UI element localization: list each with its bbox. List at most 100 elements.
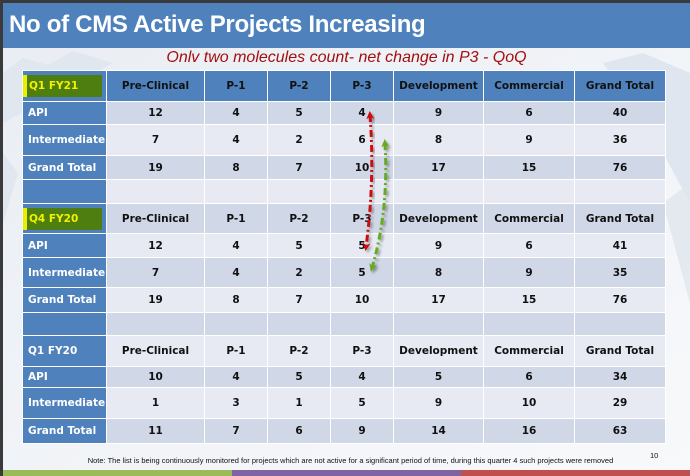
cell: 6: [267, 418, 331, 444]
cell: 7: [106, 124, 205, 156]
cell: 15: [483, 287, 575, 313]
row-label: Grand Total: [22, 287, 107, 313]
row-label: Grand Total: [22, 418, 107, 444]
cell: 12: [106, 101, 205, 125]
cell: 9: [393, 101, 484, 125]
cell: 15: [483, 155, 575, 180]
cell: 9: [483, 124, 575, 156]
cell: 10: [330, 287, 394, 313]
column-header: Pre-Clinical: [106, 70, 205, 102]
footnote: Note: The list is being continuously mon…: [87, 456, 614, 465]
cell: 5: [267, 101, 331, 125]
cell: 16: [483, 418, 575, 444]
column-header: P-1: [204, 70, 268, 102]
table-row: API 12 4 5 4 9 6 40: [22, 101, 666, 125]
table-header-row: Q1 FY21 Pre-Clinical P-1 P-2 P-3 Develop…: [22, 70, 666, 102]
cell: 1: [106, 387, 205, 419]
column-header: P-1: [204, 335, 268, 367]
cell: 5: [330, 233, 394, 258]
cell: 7: [204, 418, 268, 444]
cell: 36: [574, 124, 666, 156]
row-label: API: [22, 233, 107, 258]
table-row-total: Grand Total 11 7 6 9 14 16 63: [22, 418, 666, 444]
column-header: P-1: [204, 203, 268, 234]
page-number: 10: [650, 451, 659, 460]
cell: 6: [330, 124, 394, 156]
column-header: Grand Total: [574, 70, 666, 102]
row-label: Intermediate: [22, 124, 107, 156]
title-bar: No of CMS Active Projects Increasing: [3, 3, 690, 48]
cell: 5: [330, 387, 394, 419]
column-header: P-2: [267, 203, 331, 234]
column-header: Commercial: [483, 70, 575, 102]
row-label: API: [22, 101, 107, 125]
cell: 7: [106, 257, 205, 288]
footer-segment-green: [3, 470, 232, 476]
cell: 5: [267, 366, 331, 388]
period-label: Q4 FY20: [22, 203, 107, 234]
footer-segment-red: [461, 470, 690, 476]
cell: 7: [267, 287, 331, 313]
cell: 4: [204, 366, 268, 388]
cell: 4: [330, 101, 394, 125]
cell: 63: [574, 418, 666, 444]
cell: 7: [267, 155, 331, 180]
column-header: Development: [393, 335, 484, 367]
cell: 10: [483, 387, 575, 419]
cell: 14: [393, 418, 484, 444]
cell: 12: [106, 233, 205, 258]
cell: 76: [574, 287, 666, 313]
column-header: P-2: [267, 335, 331, 367]
cell: 6: [483, 101, 575, 125]
cell: 17: [393, 155, 484, 180]
cell: 6: [483, 366, 575, 388]
cell: 9: [483, 257, 575, 288]
cell: 5: [393, 366, 484, 388]
cell: 8: [393, 124, 484, 156]
column-header: Commercial: [483, 335, 575, 367]
cell: 76: [574, 155, 666, 180]
table-header-row: Q1 FY20 Pre-Clinical P-1 P-2 P-3 Develop…: [22, 335, 666, 367]
column-header: Grand Total: [574, 203, 666, 234]
cell: 19: [106, 155, 205, 180]
cell: 8: [204, 155, 268, 180]
cell: 6: [483, 233, 575, 258]
cell: 41: [574, 233, 666, 258]
table-row: Intermediate 7 4 2 6 8 9 36: [22, 124, 666, 156]
column-header: Development: [393, 70, 484, 102]
period-highlight: Q1 FY21: [23, 75, 103, 97]
table-row: API 12 4 5 5 9 6 41: [22, 233, 666, 258]
row-label: Intermediate: [22, 387, 107, 419]
cell: 5: [267, 233, 331, 258]
period-label: Q1 FY20: [22, 335, 107, 367]
cell: 9: [330, 418, 394, 444]
column-header: Development: [393, 203, 484, 234]
cell: 1: [267, 387, 331, 419]
column-header: Grand Total: [574, 335, 666, 367]
slide-subtitle: Onlv two molecules count- net change in …: [166, 49, 527, 66]
cell: 17: [393, 287, 484, 313]
table-row: API 10 4 5 4 5 6 34: [22, 366, 666, 388]
cell: 34: [574, 366, 666, 388]
table-row: Intermediate 1 3 1 5 9 10 29: [22, 387, 666, 419]
table-header-row: Q4 FY20 Pre-Clinical P-1 P-2 P-3 Develop…: [22, 203, 666, 234]
cell: 4: [204, 124, 268, 156]
cell: 8: [393, 257, 484, 288]
cell: 4: [204, 257, 268, 288]
footer-segment-purple: [232, 470, 461, 476]
cell: 35: [574, 257, 666, 288]
cell: 4: [330, 366, 394, 388]
table-row-total: Grand Total 19 8 7 10 17 15 76: [22, 155, 666, 180]
period-label: Q1 FY21: [22, 70, 107, 102]
row-label: Intermediate: [22, 257, 107, 288]
cell: 3: [204, 387, 268, 419]
column-header: Commercial: [483, 203, 575, 234]
cell: 4: [204, 233, 268, 258]
cell: 2: [267, 257, 331, 288]
footer-color-bar: [3, 470, 690, 476]
column-header: Pre-Clinical: [106, 335, 205, 367]
slide: No of CMS Active Projects Increasing Onl…: [3, 3, 690, 476]
cell: 11: [106, 418, 205, 444]
column-header: P-3: [330, 203, 394, 234]
table-row: Intermediate 7 4 2 5 8 9 35: [22, 257, 666, 288]
